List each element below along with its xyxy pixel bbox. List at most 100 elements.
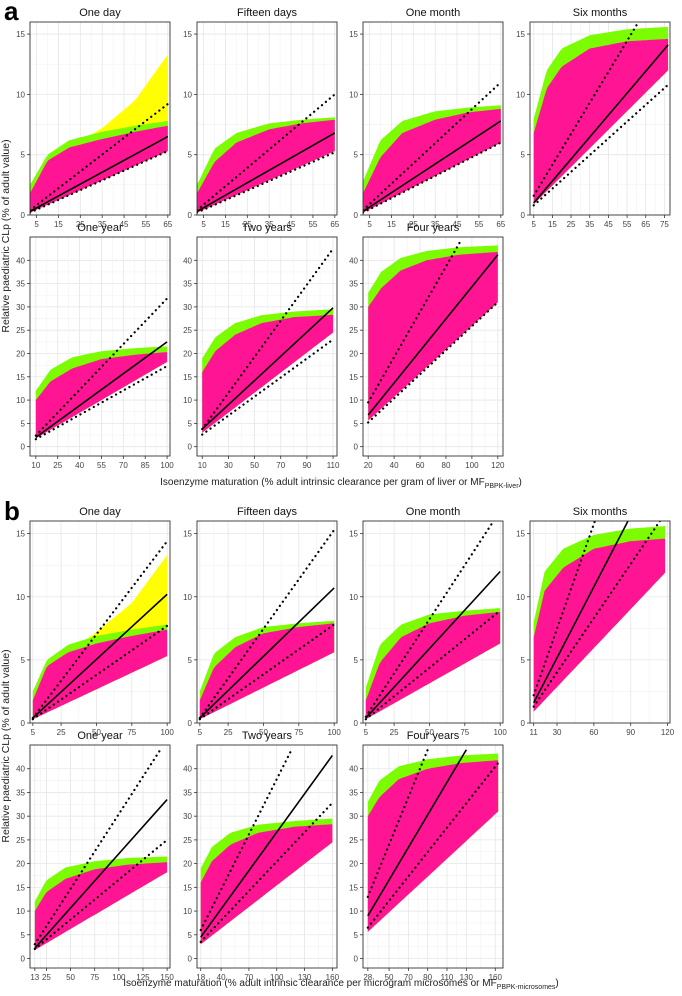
chart-a-4: One year 0 5 10 15 20 25 30 35 40 10 25 40 55 70 85 100 xyxy=(16,222,174,470)
y-tick-label: 20 xyxy=(349,860,358,869)
y-tick-label: 15 xyxy=(16,30,25,39)
axes: 0 5 10 15 20 25 30 35 40 18 40 70 100 130 160 xyxy=(183,765,339,982)
y-tick-label: 5 xyxy=(188,419,193,428)
y-tick-label: 25 xyxy=(183,836,192,845)
solid-line xyxy=(200,754,334,938)
pink-area xyxy=(30,125,168,213)
y-tick-label: 15 xyxy=(183,30,192,39)
y-tick-label: 15 xyxy=(16,530,25,539)
x-tick-label: 50 xyxy=(385,973,394,982)
y-tick-label: 5 xyxy=(188,151,193,160)
y-tick-label: 35 xyxy=(349,280,358,289)
y-tick-label: 15 xyxy=(16,373,25,382)
y-axis-title: Relative paediatric CLp (% of adult valu… xyxy=(0,649,12,842)
x-tick-label: 60 xyxy=(589,728,598,737)
x-tick-label: 70 xyxy=(276,461,285,470)
x-tick-label: 100 xyxy=(465,461,479,470)
y-tick-label: 15 xyxy=(349,30,358,39)
y-tick-label: 10 xyxy=(349,396,358,405)
chart-a-5: Two years 0 5 10 15 20 25 30 35 40 10 30 50 70 90 110 xyxy=(183,222,340,470)
x-tick-label: 45 xyxy=(120,220,129,229)
panel-letter: a xyxy=(4,0,19,26)
y-tick-label: 0 xyxy=(354,955,359,964)
plot-frame xyxy=(29,21,171,216)
y-tick-label: 0 xyxy=(521,211,526,220)
areas xyxy=(32,555,168,720)
y-tick-label: 0 xyxy=(354,443,359,452)
plot-frame xyxy=(529,520,671,724)
y-tick-label: 10 xyxy=(349,907,358,916)
x-tick-label: 15 xyxy=(54,220,63,229)
x-tick-label: 40 xyxy=(217,973,226,982)
x-tick-label: 100 xyxy=(160,461,174,470)
x-tick-label: 100 xyxy=(270,973,284,982)
x-tick-label: 25 xyxy=(76,220,85,229)
areas xyxy=(533,26,669,205)
plot-frame xyxy=(29,744,171,969)
x-tick-label: 25 xyxy=(42,973,51,982)
pink-area xyxy=(34,862,168,950)
y-tick-label: 0 xyxy=(21,443,26,452)
x-tick-label: 110 xyxy=(327,461,340,470)
x-tick-label: 5 xyxy=(31,728,36,737)
x-tick-label: 5 xyxy=(532,220,537,229)
x-tick-label: 150 xyxy=(160,973,174,982)
x-tick-label: 75 xyxy=(460,728,469,737)
y-tick-label: 35 xyxy=(183,788,192,797)
plot-frame xyxy=(196,21,338,216)
y-tick-label: 40 xyxy=(16,765,25,774)
x-tick-label: 100 xyxy=(493,728,507,737)
dotted-line-lower xyxy=(33,838,169,951)
solid-line xyxy=(365,570,501,719)
chart-b-12: Two years 0 5 10 15 20 25 30 35 40 18 40 70 100 130 160 xyxy=(183,730,339,982)
x-tick-label: 25 xyxy=(409,220,418,229)
x-tick-label: 100 xyxy=(112,973,126,982)
x-tick-label: 25 xyxy=(53,461,62,470)
x-tick-label: 5 xyxy=(198,728,203,737)
dotted-line-upper xyxy=(34,297,169,437)
lines xyxy=(30,102,169,214)
solid-line xyxy=(30,135,169,213)
chart-title: Two years xyxy=(242,222,293,234)
lines xyxy=(197,93,336,214)
y-tick-label: 0 xyxy=(521,719,526,728)
x-tick-label: 50 xyxy=(250,461,259,470)
axes: 0 5 10 15 20 25 30 35 40 10 30 50 70 90 110 xyxy=(183,256,340,470)
areas xyxy=(197,117,335,213)
y-tick-label: 30 xyxy=(349,303,358,312)
plot-frame xyxy=(196,520,338,724)
dotted-line-upper xyxy=(33,748,162,946)
pink-area xyxy=(363,108,501,213)
y-tick-label: 40 xyxy=(183,765,192,774)
x-tick-label: 100 xyxy=(327,728,341,737)
dotted-line-lower xyxy=(364,609,502,721)
y-tick-label: 0 xyxy=(21,211,26,220)
x-tick-label: 50 xyxy=(259,728,268,737)
plot-frame xyxy=(362,744,504,969)
x-tick-label: 120 xyxy=(491,461,505,470)
x-tick-label: 25 xyxy=(567,220,576,229)
y-tick-label: 15 xyxy=(349,530,358,539)
axes: 0 5 10 15 20 25 30 35 40 20 40 60 80 100 120 xyxy=(349,256,505,470)
y-tick-label: 25 xyxy=(349,836,358,845)
plot-frame xyxy=(529,21,671,216)
y-tick-label: 10 xyxy=(516,593,525,602)
x-tick-label: 90 xyxy=(302,461,311,470)
y-tick-label: 25 xyxy=(16,326,25,335)
x-tick-label: 75 xyxy=(294,728,303,737)
x-tick-label: 18 xyxy=(196,973,205,982)
y-tick-label: 30 xyxy=(349,812,358,821)
x-tick-label: 70 xyxy=(119,461,128,470)
plot-frame xyxy=(362,236,504,457)
y-tick-label: 5 xyxy=(354,151,359,160)
y-tick-label: 5 xyxy=(354,419,359,428)
x-tick-label: 35 xyxy=(431,220,440,229)
y-tick-label: 20 xyxy=(183,349,192,358)
x-tick-label: 110 xyxy=(441,973,454,982)
